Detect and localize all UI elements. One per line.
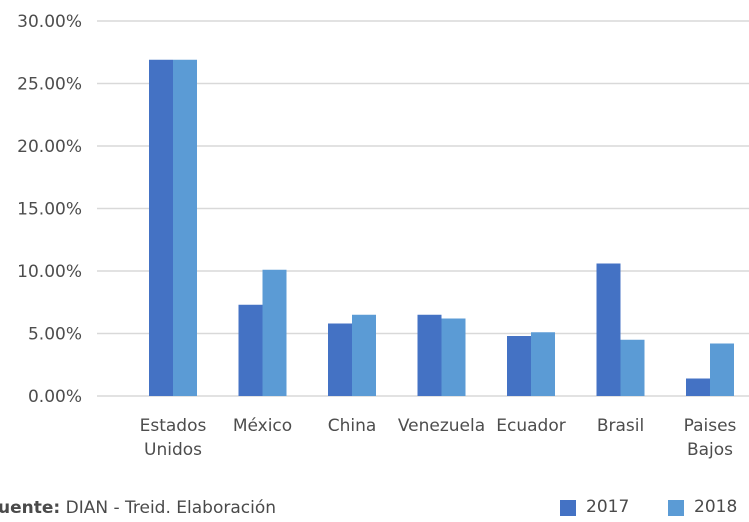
legend-label-2017: 2017: [586, 497, 630, 517]
source-note: uente: DIAN - Treid. Elaboración: [0, 498, 318, 522]
bar-2018-3: [441, 318, 466, 396]
bar-2018-5: [620, 339, 645, 396]
bar-2017-0: [149, 59, 173, 396]
x-tick-label: México: [233, 416, 292, 436]
bar-2017-2: [328, 323, 352, 396]
y-tick-label: 30.00%: [17, 12, 82, 32]
bar-2018-6: [710, 343, 734, 396]
x-tick-label: Bajos: [687, 440, 733, 460]
bar-2018-1: [262, 269, 287, 396]
x-tick-label: Estados: [140, 416, 207, 436]
bar-2018-2: [352, 314, 376, 396]
x-tick-label: Unidos: [144, 440, 202, 460]
bar-2017-4: [507, 336, 531, 396]
bar-2017-1: [238, 304, 263, 396]
legend-swatch-2018: [668, 500, 684, 516]
y-tick-label: 5.00%: [28, 325, 82, 345]
x-tick-label: Ecuador: [496, 416, 565, 436]
bar-2018-0: [173, 59, 197, 396]
legend-swatch-2017: [560, 500, 576, 516]
bar-2017-3: [417, 314, 442, 396]
x-tick-label: Venezuela: [398, 416, 485, 436]
bar-2017-6: [686, 378, 710, 396]
y-tick-label: 20.00%: [17, 137, 82, 157]
source-text: DIAN - Treid. Elaboración: [60, 498, 277, 518]
y-tick-label: 15.00%: [17, 200, 82, 220]
y-tick-label: 10.00%: [17, 262, 82, 282]
bar-2017-5: [596, 263, 621, 396]
legend-item-2017: 2017: [560, 497, 660, 519]
x-tick-label: China: [328, 416, 377, 436]
bar-2018-4: [531, 332, 555, 396]
y-tick-label: 0.00%: [28, 387, 82, 407]
x-tick-label: Paises: [684, 416, 737, 436]
x-tick-label: Brasil: [597, 416, 644, 436]
source-label: uente:: [0, 498, 61, 518]
y-tick-label: 25.00%: [17, 75, 82, 95]
legend-label-2018: 2018: [694, 497, 738, 517]
legend-item-2018: 2018: [668, 497, 749, 519]
